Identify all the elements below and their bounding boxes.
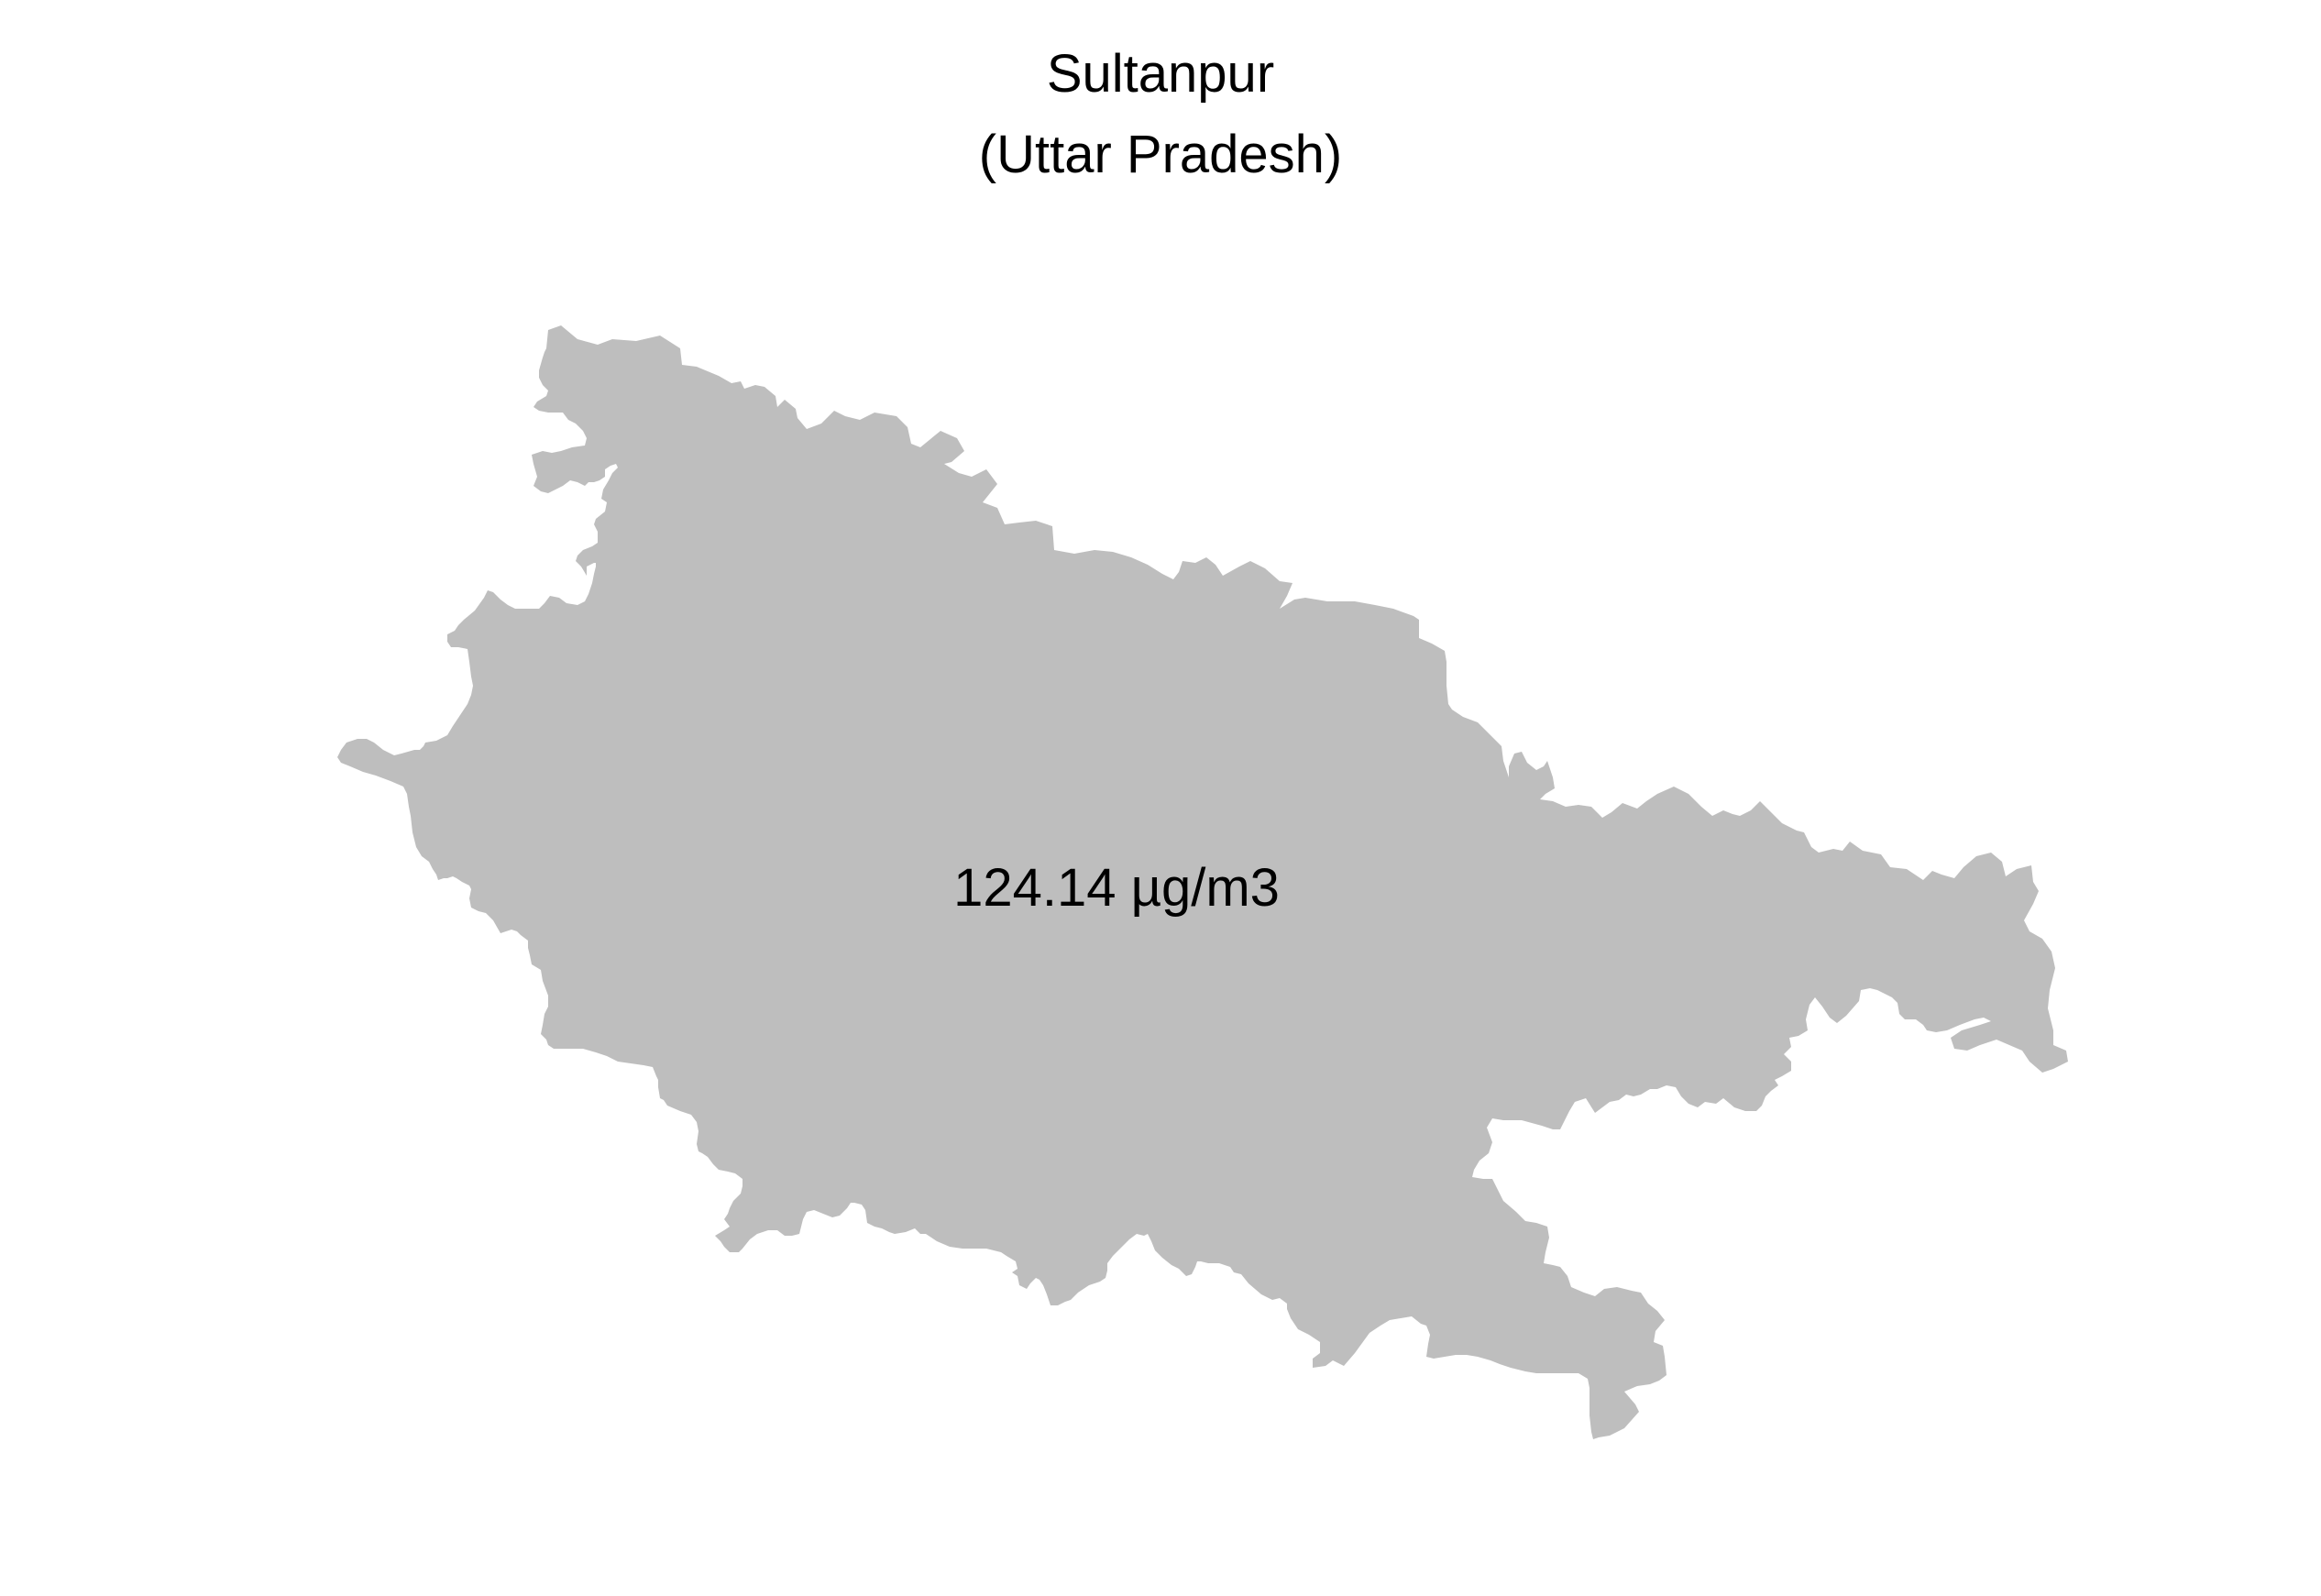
district-boundary-shape [337, 325, 2068, 1439]
map-title: Sultanpur [1046, 44, 1275, 104]
pollution-value-label: 124.14 µg/m3 [953, 858, 1280, 918]
map-subtitle: (Uttar Pradesh) [978, 125, 1343, 184]
